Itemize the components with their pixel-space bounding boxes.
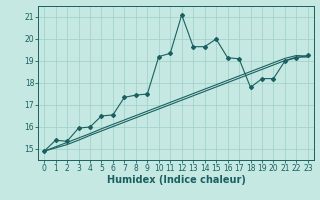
X-axis label: Humidex (Indice chaleur): Humidex (Indice chaleur): [107, 175, 245, 185]
